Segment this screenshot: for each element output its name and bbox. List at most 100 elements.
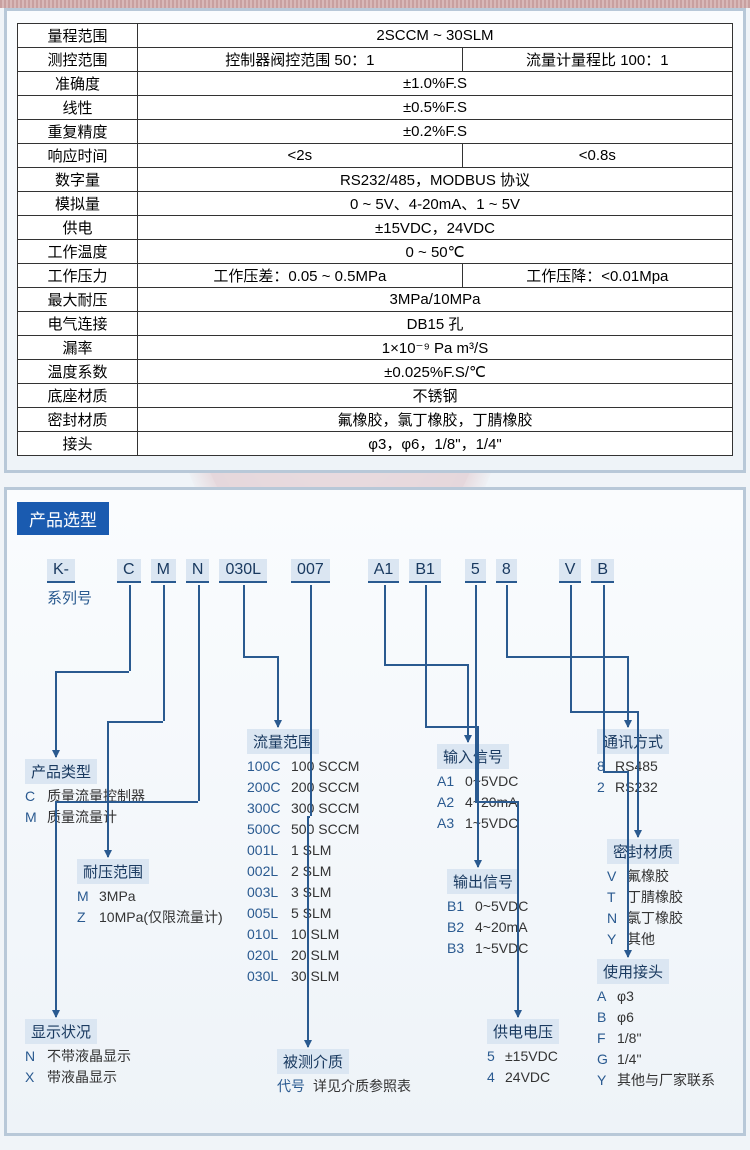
option-desc: 10MPa(仅限流量计) [99, 909, 223, 925]
code-segment: 007 [291, 559, 330, 583]
option-desc: 1/4" [617, 1051, 641, 1067]
code-segment: B [591, 559, 614, 583]
spec-cell: 工作压差：0.05 ~ 0.5MPa [138, 264, 463, 288]
spec-cell: 0 ~ 50℃ [138, 240, 733, 264]
option-row: 002L2 SLM [247, 861, 359, 882]
code-segment: 8 [496, 559, 517, 583]
spec-cell: 流量计量程比 100：1 [462, 48, 732, 72]
spec-row-label: 模拟量 [18, 192, 138, 216]
option-desc: 详见介质参照表 [313, 1078, 411, 1094]
code-segment: 5 [465, 559, 486, 583]
option-row: 8RS485 [597, 756, 669, 777]
connector-arrow [55, 671, 57, 757]
option-code: X [25, 1067, 47, 1088]
spec-row-label: 密封材质 [18, 408, 138, 432]
option-code: M [77, 886, 99, 907]
option-code: 002L [247, 861, 291, 882]
spec-cell: DB15 孔 [138, 312, 733, 336]
option-desc: 0~5VDC [465, 773, 518, 789]
spec-row-label: 最大耐压 [18, 288, 138, 312]
option-desc: 0~5VDC [475, 898, 528, 914]
spec-cell: ±0.5%F.S [138, 96, 733, 120]
spec-row-label: 工作压力 [18, 264, 138, 288]
option-code: 500C [247, 819, 291, 840]
connector-arrow [55, 801, 57, 1017]
spec-cell: <0.8s [462, 144, 732, 168]
connector-line [243, 656, 277, 658]
option-block-display: 显示状况N不带液晶显示X带液晶显示 [25, 1019, 131, 1088]
option-row: Y其他 [607, 929, 683, 950]
option-block-connector: 使用接头Aφ3Bφ6F1/8"G1/4"Y其他与厂家联系 [597, 959, 715, 1091]
option-desc: 20 SLM [291, 947, 339, 963]
spec-cell: 工作压降：<0.01Mpa [462, 264, 732, 288]
code-segment: A1 [368, 559, 400, 583]
connector-line [129, 585, 131, 671]
connector-line [603, 585, 605, 771]
connector-arrow [307, 816, 309, 1047]
option-row: N氯丁橡胶 [607, 908, 683, 929]
connector-line [310, 585, 312, 816]
option-desc: φ3 [617, 988, 634, 1004]
code-segment: 030L [219, 559, 267, 583]
spec-row-label: 接头 [18, 432, 138, 456]
option-code: N [607, 908, 627, 929]
option-row: Y其他与厂家联系 [597, 1070, 715, 1091]
option-code: 030L [247, 966, 291, 987]
connector-line [425, 585, 427, 726]
option-row: F1/8" [597, 1028, 715, 1049]
connector-line [198, 585, 200, 801]
option-row: 2RS232 [597, 777, 669, 798]
option-desc: 其他与厂家联系 [617, 1072, 715, 1088]
spec-cell: ±0.2%F.S [138, 120, 733, 144]
connector-line [163, 585, 165, 721]
connector-arrow [277, 656, 279, 727]
option-code: A1 [437, 771, 465, 792]
option-row: X带液晶显示 [25, 1067, 131, 1088]
spec-row-label: 响应时间 [18, 144, 138, 168]
option-desc: 1~5VDC [465, 815, 518, 831]
spec-cell: RS232/485，MODBUS 协议 [138, 168, 733, 192]
option-code: 200C [247, 777, 291, 798]
option-block-title: 产品类型 [25, 759, 97, 784]
option-desc: 不带液晶显示 [47, 1048, 131, 1064]
option-desc: 其他 [627, 931, 655, 947]
option-desc: ±15VDC [505, 1048, 558, 1064]
spec-row-label: 温度系数 [18, 360, 138, 384]
selection-section: 产品选型 K-CMN030L007A1B158VB 系列号 产品类型C质量流量控… [4, 487, 746, 1136]
option-code: B2 [447, 917, 475, 938]
option-block-title: 显示状况 [25, 1019, 97, 1044]
spec-cell: 不锈钢 [138, 384, 733, 408]
option-row: 424VDC [487, 1067, 559, 1088]
option-desc: 带液晶显示 [47, 1069, 117, 1085]
connector-line [603, 771, 627, 773]
connector-arrow [627, 656, 629, 727]
option-block-seal: 密封材质V氟橡胶T丁腈橡胶N氯丁橡胶Y其他 [607, 839, 683, 950]
code-segment: V [559, 559, 582, 583]
spec-row-label: 重复精度 [18, 120, 138, 144]
option-desc: φ6 [617, 1009, 634, 1025]
option-row: M3MPa [77, 886, 223, 907]
option-code: T [607, 887, 627, 908]
spec-cell: ±1.0%F.S [138, 72, 733, 96]
option-row: 010L10 SLM [247, 924, 359, 945]
option-desc: 3 SLM [291, 884, 331, 900]
spec-cell: 0 ~ 5V、4-20mA、1 ~ 5V [138, 192, 733, 216]
option-code: V [607, 866, 627, 887]
option-desc: 300 SCCM [291, 800, 359, 816]
option-code: 2 [597, 777, 615, 798]
option-block-medium: 被测介质代号详见介质参照表 [277, 1049, 411, 1097]
option-desc: 2 SLM [291, 863, 331, 879]
option-row: 001L1 SLM [247, 840, 359, 861]
option-code: B [597, 1007, 617, 1028]
connector-line [55, 801, 198, 803]
option-code: F [597, 1028, 617, 1049]
spec-cell: 氟橡胶，氯丁橡胶，丁腈橡胶 [138, 408, 733, 432]
option-row: 005L5 SLM [247, 903, 359, 924]
connector-line [425, 726, 477, 728]
connector-line [384, 585, 386, 664]
option-block-power: 供电电压5±15VDC424VDC [487, 1019, 559, 1088]
option-block-title: 流量范围 [247, 729, 319, 754]
option-desc: 100 SCCM [291, 758, 359, 774]
connector-arrow [467, 664, 469, 743]
code-segment: K- [47, 559, 75, 583]
